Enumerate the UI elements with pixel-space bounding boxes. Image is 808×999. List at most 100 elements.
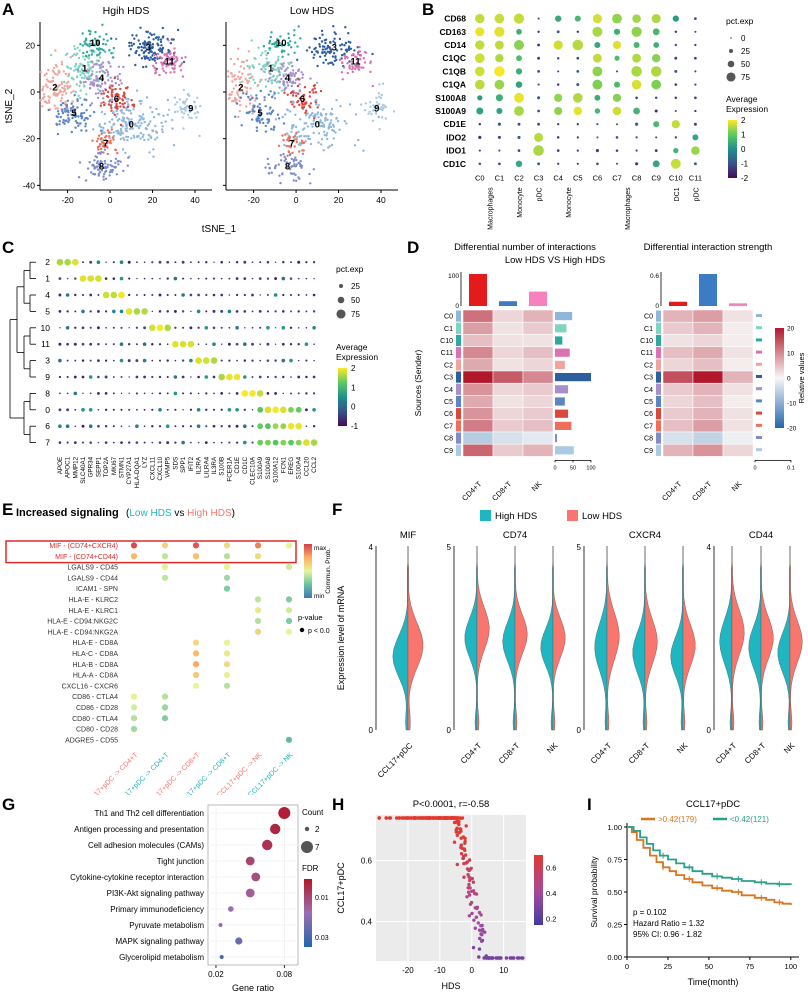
expression-dot [274,343,277,345]
chart-svg: Th1 and Th2 cell differentiationAntigen … [70,804,329,993]
pct-size-dot [726,72,736,82]
cell-point [317,132,321,135]
cell-point [111,98,114,101]
cell-point [317,116,320,119]
expression-dot [66,408,70,412]
cell-point [89,104,92,107]
row-label: C9 [444,448,453,455]
cell-point [135,89,139,92]
expression-dot [576,136,579,139]
cell-point [252,104,255,108]
expression-dot [243,260,247,264]
cell-point [102,70,105,73]
cell-point [264,130,268,133]
cell-point [77,56,81,60]
cluster-number: 0 [129,120,134,131]
expression-dot [97,359,100,362]
cell-point [122,94,126,97]
expression-dot [312,424,316,428]
expression-dot [305,359,308,362]
cell-point [179,63,183,67]
sample-point [452,816,457,820]
cell-point [47,101,51,104]
expression-dot [110,291,118,299]
cell-point [317,121,320,124]
cluster-tick-label: C8 [632,173,642,182]
sample-point [468,886,472,890]
cell-point [290,127,294,130]
cell-point [303,135,306,138]
cell-point [378,102,381,106]
sample-point [499,956,503,960]
cell-point [122,65,125,69]
cell-point [301,106,304,109]
side-bar [555,434,557,443]
cell-point [281,115,284,119]
row-label: C1 [444,326,453,333]
cell-point [90,53,94,56]
cell-point [269,35,272,39]
cell-point [41,105,44,108]
cell-point [287,139,291,142]
cell-point [249,73,252,76]
cell-point [290,46,293,49]
commun-prob-dot [130,715,138,722]
cell-point [73,110,77,113]
cell-point [76,68,80,72]
cell-point [357,50,361,53]
colorbar-tick-label: 20 [787,326,795,333]
cell-point [89,77,92,80]
cell-point [155,53,158,56]
celltype-tick-label: CD4+T [589,741,614,766]
expression-dot [112,261,115,264]
side-axis-tick: 0 [553,465,556,471]
expression-dot [243,440,247,445]
cell-point [89,114,92,118]
expression-dot [257,439,264,446]
cell-point [75,83,79,86]
cell-point [73,69,76,72]
cell-point [258,80,262,83]
cell-point [264,105,267,108]
expression-dot [205,425,208,428]
heatmap-cell [492,395,524,408]
expression-dot [181,359,185,362]
cell-point [173,47,176,50]
panel-d-heatmaps: D Differential number of interactions Dif… [405,238,808,503]
cell-point [157,36,160,39]
row-label: C11 [641,350,653,357]
side-dash [756,436,762,439]
cell-point [119,87,122,91]
sample-point [449,816,453,820]
cell-point [267,162,270,166]
expression-dot [81,408,85,412]
side-axis-tick: 50 [570,465,576,471]
expression-dot [220,359,223,362]
cell-point [289,100,293,104]
cell-point [169,62,172,65]
sample-point [455,819,459,823]
heatmap-cell [522,382,554,396]
expression-dot [205,277,208,280]
km-title: CCL17+pDC [686,799,740,810]
cell-point [264,166,267,169]
sample-point [479,932,483,936]
sample-point [519,956,524,960]
cell-point [86,117,89,120]
cell-point [256,120,259,123]
cell-point [129,48,132,51]
cell-point [320,29,324,33]
cell-point [54,107,57,110]
cell-point [74,65,77,68]
cell-point [184,109,187,112]
gene-label: CD68 [444,14,466,24]
expression-dot [694,17,697,20]
cell-point [47,80,50,83]
expression-dot [251,359,254,362]
expression-dot [182,425,185,428]
sample-point [377,816,381,820]
expression-dot [173,375,178,379]
expression-dot [102,291,110,299]
cell-point [246,86,249,90]
cell-point [127,156,130,159]
